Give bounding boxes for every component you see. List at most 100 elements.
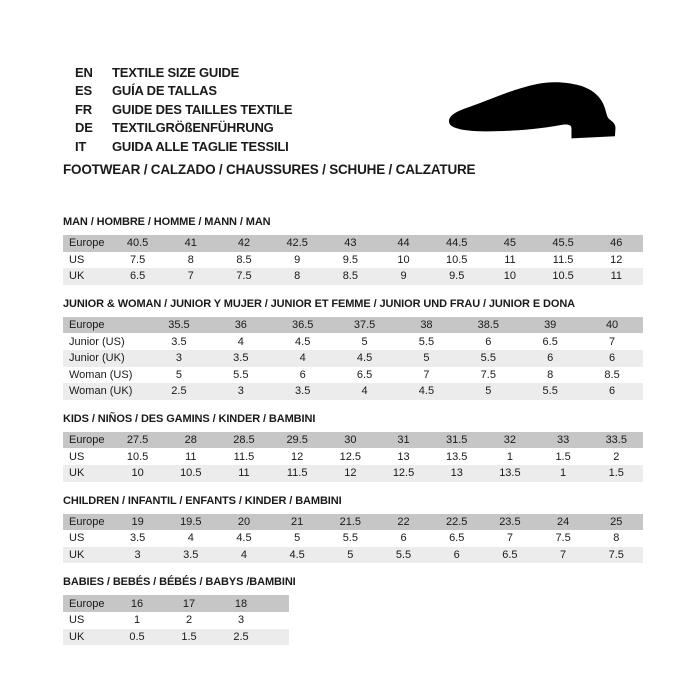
size-cell: 4 [237, 335, 244, 348]
size-cell: 19 [131, 515, 144, 528]
size-cell: 7.5 [608, 549, 624, 562]
size-cell: 9.5 [342, 253, 358, 266]
size-cell: 3 [237, 614, 245, 627]
size-cell: 40 [605, 319, 619, 332]
size-cell: 8.5 [342, 270, 358, 283]
size-cell: 3.5 [295, 385, 311, 398]
row-label: Woman (UK) [69, 385, 133, 398]
size-cell: 8.5 [236, 253, 252, 266]
size-cell: 9 [400, 270, 407, 283]
table-row: Europe 35.5 36 36.5 37.5 38 38.5 39 40 [63, 316, 643, 334]
row-label: UK [69, 467, 85, 480]
size-cell: 6 [400, 532, 407, 545]
size-cell: 40.5 [126, 237, 149, 250]
size-cell: 7.5 [129, 253, 146, 266]
size-cell: 7.5 [555, 532, 571, 545]
size-cell: 6.5 [356, 368, 373, 381]
size-cell: 7 [423, 368, 430, 381]
size-table: Europe 19 19.5 20 21 21.5 22 22.5 23.5 24 25 US 3.5 4… [63, 513, 643, 564]
language-header: EN TEXTILE SIZE GUIDE ES GUÍA DE TALLAS … [75, 63, 293, 156]
size-cell: 5.5 [395, 549, 412, 562]
language-code: EN [75, 64, 93, 80]
size-cell: 8 [187, 253, 194, 266]
size-cell: 1.5 [608, 467, 624, 480]
size-cell: 21 [291, 515, 304, 528]
table-row: UK 0.5 1.5 2.5 [63, 628, 289, 646]
size-cell: 36.5 [291, 319, 314, 332]
size-cell: 21.5 [339, 515, 362, 528]
size-cell: 22 [397, 515, 410, 528]
language-row: FR GUIDE DES TAILLES TEXTILE [75, 100, 293, 119]
size-cell: 10.5 [446, 253, 468, 266]
size-cell: 4.5 [236, 532, 252, 545]
size-cell: 41 [184, 237, 197, 250]
size-cell: 42.5 [286, 237, 308, 250]
size-cell: 6.5 [502, 549, 518, 562]
size-table-section: MAN / HOMBRE / HOMME / MANN / MAN Europe 4… [63, 216, 643, 285]
size-cell: 10.5 [552, 270, 574, 283]
row-label: US [69, 253, 85, 266]
size-cell: 2.5 [171, 385, 187, 398]
size-cell: 3.5 [183, 549, 199, 562]
size-cell: 38 [420, 319, 433, 332]
language-code: IT [75, 138, 87, 154]
language-title: TEXTILE SIZE GUIDE [112, 64, 240, 80]
size-cell: 7.5 [480, 368, 496, 381]
size-tables: MAN / HOMBRE / HOMME / MANN / MAN Europe 4… [63, 216, 643, 658]
row-label: UK [69, 270, 85, 283]
row-label: UK [69, 549, 85, 562]
table-row: US 7.5 8 8.5 9 9.5 10 10.5 11 11.5 12 [63, 252, 643, 269]
size-table: Europe 16 17 18 US 1 2 3 UK 0.5 1.5 2.5 [63, 595, 289, 646]
size-cell: 30 [344, 434, 357, 447]
size-cell: 46 [610, 237, 623, 250]
language-row: EN TEXTILE SIZE GUIDE [75, 63, 292, 82]
row-label: UK [69, 630, 85, 643]
row-label: Europe [69, 319, 105, 332]
size-cell: 19.5 [180, 515, 202, 528]
shoe-icon [447, 80, 619, 142]
size-cell: 5.5 [233, 368, 249, 381]
size-cell: 29.5 [286, 434, 308, 447]
size-cell: 31.5 [446, 434, 468, 447]
size-cell: 6 [299, 368, 306, 381]
size-cell: 25 [610, 515, 623, 528]
size-cell: 3.5 [171, 335, 187, 348]
size-cell: 2 [185, 614, 193, 627]
table-row: Europe 16 17 18 [63, 595, 289, 612]
size-cell: 4 [361, 385, 368, 398]
size-cell: 18 [234, 597, 248, 610]
size-cell: 1 [133, 614, 141, 627]
size-cell: 5.5 [542, 385, 558, 398]
size-cell: 12.5 [339, 450, 362, 463]
row-label: US [69, 614, 85, 627]
table-row: UK 3 3.5 4 4.5 5 5.5 6 6.5 7 7.5 [63, 546, 643, 564]
size-cell: 13 [397, 450, 410, 463]
size-cell: 3.5 [129, 532, 146, 545]
table-title: BABIES / BEBÉS / BÉBÉS / BABYS /BAMBINI [63, 576, 296, 589]
size-cell: 4 [240, 549, 248, 562]
size-cell: 7 [609, 335, 616, 348]
size-cell: 6 [453, 549, 460, 562]
table-row: Woman (US) 5 5.5 6 6.5 7 7.5 8 8.5 [63, 367, 643, 384]
size-cell: 10.5 [126, 450, 149, 463]
size-cell: 6.5 [449, 532, 465, 545]
size-cell: 4.5 [295, 335, 311, 348]
size-cell: 12 [610, 253, 623, 266]
row-label: Europe [69, 597, 105, 610]
row-label: Woman (US) [69, 368, 133, 381]
size-cell: 6 [609, 352, 616, 365]
size-cell: 6 [547, 352, 554, 365]
row-label: Europe [69, 515, 105, 528]
row-label: US [69, 532, 85, 545]
language-code: FR [75, 101, 92, 117]
table-row: UK 10 10.5 11 11.5 12 12.5 13 13.5 1 1.5 [63, 464, 643, 482]
size-cell: 7 [187, 270, 194, 283]
language-row: IT GUIDA ALLE TAGLIE TESSILI [75, 137, 292, 156]
size-cell: 27.5 [126, 434, 149, 447]
size-cell: 6.5 [542, 335, 558, 348]
language-title: TEXTILGRÖßENFÜHRUNG [112, 120, 274, 136]
size-cell: 9.5 [449, 270, 465, 283]
row-label: Junior (US) [69, 335, 125, 348]
size-cell: 4 [299, 352, 306, 365]
